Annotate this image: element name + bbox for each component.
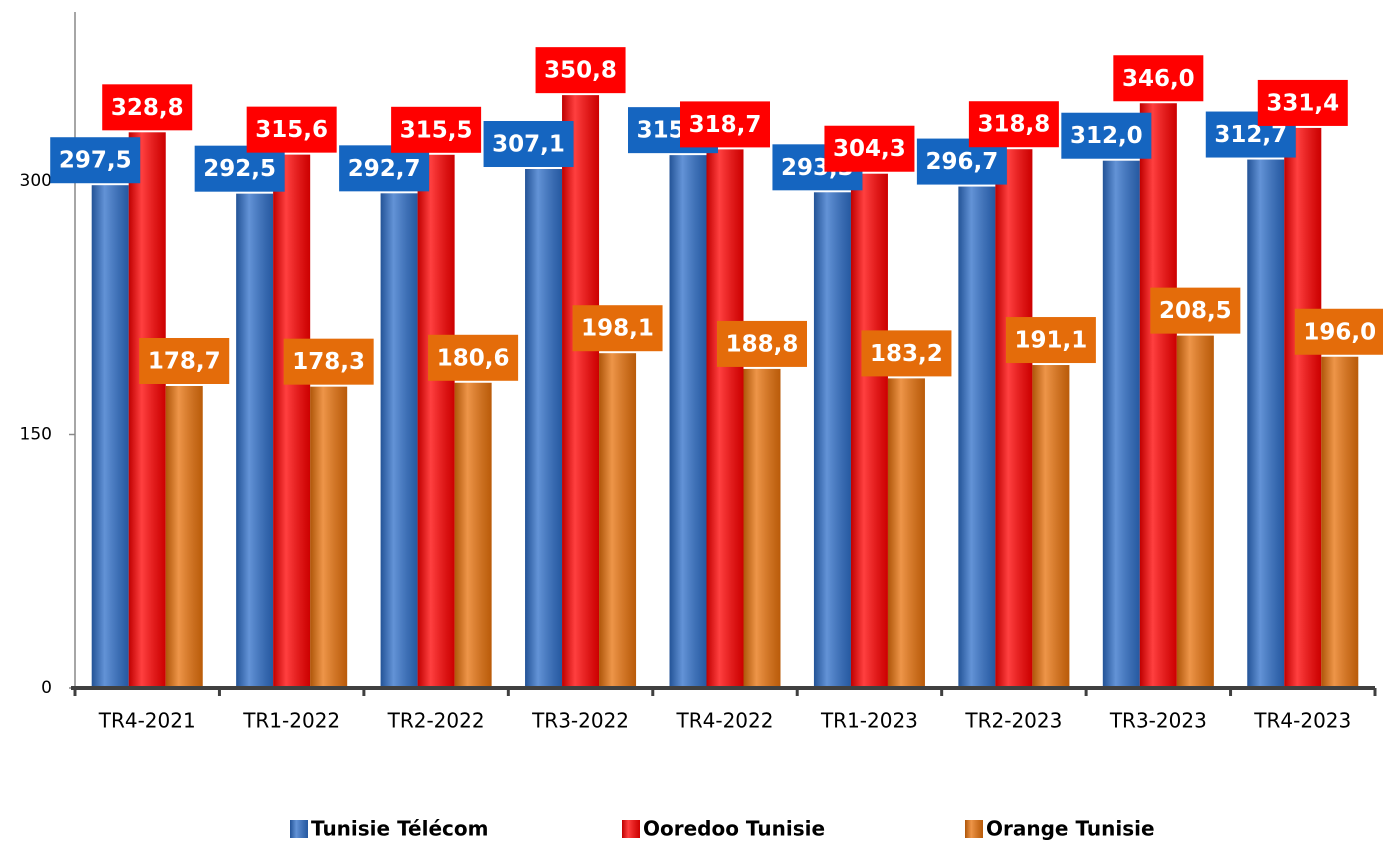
bar-shade	[813, 192, 851, 688]
value-label-box	[861, 330, 952, 377]
value-label: 328,8	[111, 95, 184, 121]
x-tick-label: TR4-2021	[98, 709, 196, 733]
legend-label: Orange Tunisie	[986, 817, 1155, 841]
bar-shade	[995, 149, 1033, 688]
value-label-box	[283, 338, 374, 385]
bar-shade	[887, 378, 925, 688]
bar-shade	[1284, 127, 1322, 688]
bar-shade	[128, 132, 166, 688]
value-label-box	[50, 137, 141, 184]
x-tick-label: TR2-2022	[387, 709, 485, 733]
value-label: 208,5	[1159, 298, 1232, 324]
x-tick-label: TR4-2022	[676, 709, 774, 733]
bar-shade	[958, 186, 996, 688]
value-label: 307,1	[492, 132, 565, 158]
value-label-box	[1113, 55, 1204, 102]
value-label-box	[1257, 79, 1348, 126]
x-tick-label: TR4-2023	[1253, 709, 1351, 733]
bar-shade	[1032, 365, 1070, 688]
value-label: 304,3	[833, 136, 906, 162]
bar-shade	[1102, 160, 1140, 689]
value-label-box	[1061, 112, 1152, 159]
value-label-box	[717, 320, 807, 367]
value-label: 318,8	[978, 112, 1051, 138]
value-label: 312,0	[1070, 123, 1143, 149]
value-label-box	[824, 125, 915, 172]
x-tick-label: TR3-2023	[1109, 709, 1207, 733]
bar-shade	[525, 169, 563, 689]
value-label-box	[1005, 317, 1096, 364]
value-label-box	[428, 334, 519, 381]
value-label: 312,7	[1214, 122, 1287, 148]
bar-shade	[850, 173, 888, 688]
y-tick-label: 300	[20, 171, 52, 191]
bar-shade	[1176, 335, 1214, 688]
bar-shade	[310, 386, 348, 688]
value-label: 315,6	[255, 117, 328, 143]
value-label: 297,5	[59, 148, 132, 174]
y-tick-label: 0	[41, 678, 52, 698]
bar-shade	[1321, 356, 1359, 688]
value-label-box	[102, 84, 193, 131]
bar-shade	[454, 382, 492, 688]
value-label: 191,1	[1015, 328, 1088, 354]
value-label-box	[483, 121, 574, 168]
x-tick-label: TR2-2023	[964, 709, 1062, 733]
legend-swatch-shade	[965, 820, 983, 838]
bar-shade	[562, 95, 600, 688]
bar-shade	[417, 154, 455, 688]
value-label: 178,3	[292, 349, 365, 375]
bar-shade	[1247, 159, 1285, 689]
value-label-box	[968, 101, 1059, 148]
value-label-box	[391, 106, 482, 153]
bar-shade	[669, 155, 707, 688]
value-label-box	[1150, 287, 1241, 334]
y-tick-label: 150	[20, 425, 52, 445]
value-label: 188,8	[726, 331, 799, 357]
bar-shade	[236, 193, 274, 689]
value-label: 198,1	[581, 316, 654, 342]
value-label: 178,7	[148, 348, 221, 374]
value-label-box	[139, 337, 230, 384]
value-label: 180,6	[437, 345, 510, 371]
bar-shade	[165, 385, 203, 688]
legend-label: Tunisie Télécom	[311, 817, 488, 841]
bar-shade	[273, 154, 311, 689]
value-label-box	[246, 106, 337, 153]
value-label: 315,5	[400, 117, 473, 143]
value-label: 183,2	[870, 341, 943, 367]
legend-label: Ooredoo Tunisie	[643, 817, 825, 841]
value-label-box	[572, 305, 663, 352]
value-label-box	[1294, 308, 1383, 355]
value-label: 346,0	[1122, 66, 1195, 92]
bar-shade	[743, 368, 781, 688]
value-label: 292,5	[203, 156, 276, 182]
bar-shade	[380, 193, 418, 688]
x-tick-label: TR3-2022	[531, 709, 629, 733]
value-label-box	[339, 145, 430, 192]
value-label: 296,7	[926, 149, 999, 175]
x-tick-label: TR1-2023	[820, 709, 918, 733]
value-label: 331,4	[1266, 90, 1339, 116]
value-label-box	[535, 47, 626, 94]
value-label-box	[680, 101, 770, 148]
legend-swatch-shade	[622, 820, 640, 838]
x-tick-label: TR1-2022	[242, 709, 340, 733]
bar-shade	[91, 185, 129, 688]
bar-shade	[599, 353, 637, 688]
legend-swatch-shade	[290, 820, 308, 838]
value-label: 292,7	[348, 156, 421, 182]
value-label: 196,0	[1303, 319, 1376, 345]
bar-shade	[706, 149, 744, 689]
value-label: 350,8	[544, 58, 617, 84]
value-label-box	[194, 145, 285, 192]
value-label: 318,7	[689, 112, 762, 138]
bar-shade	[1139, 103, 1177, 688]
